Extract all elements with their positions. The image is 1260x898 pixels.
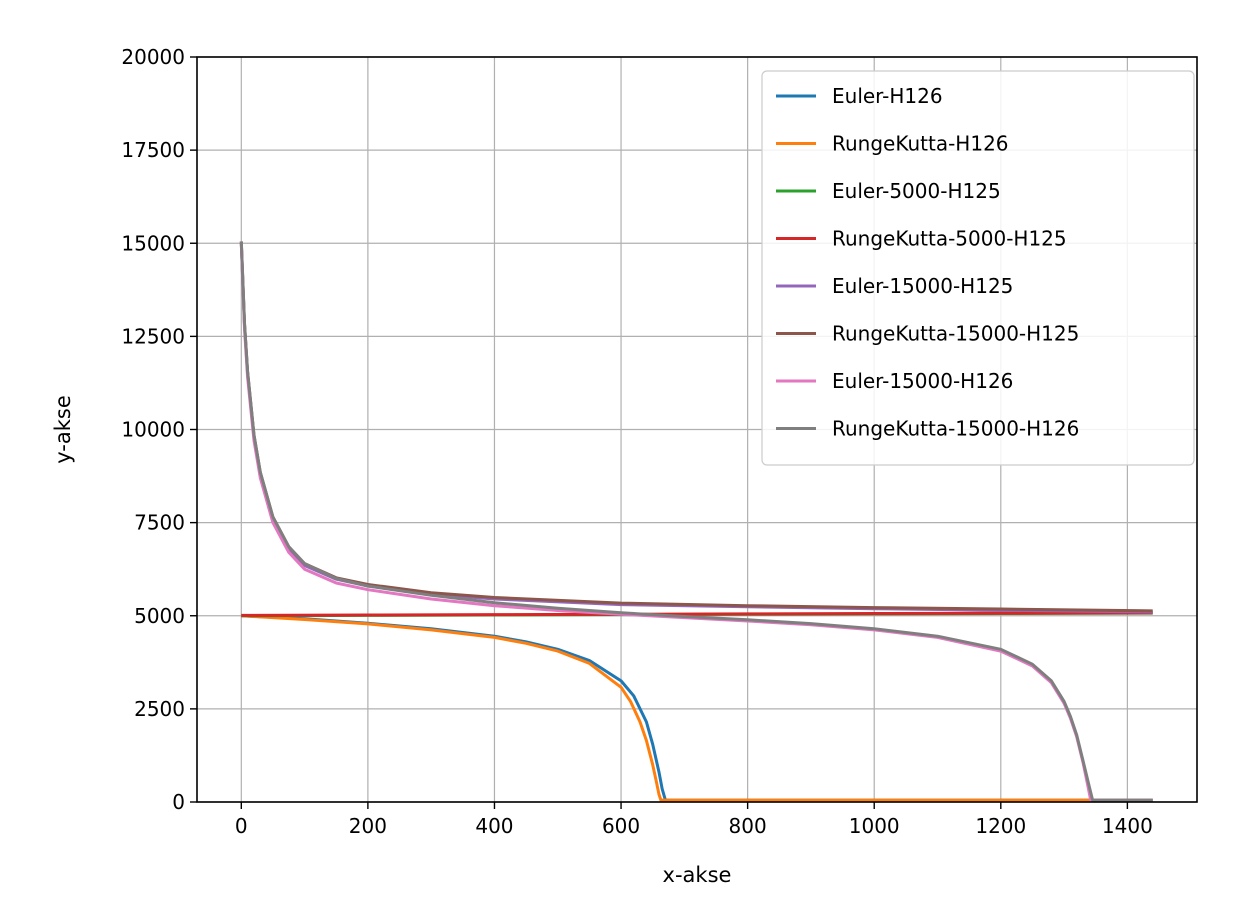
- x-tick-label: 600: [602, 814, 640, 838]
- x-tick-label: 200: [349, 814, 387, 838]
- y-tick-label: 20000: [121, 45, 185, 69]
- y-tick-label: 15000: [121, 231, 185, 255]
- legend-entry: RungeKutta-15000-H126: [832, 417, 1079, 441]
- y-tick-label: 12500: [121, 324, 185, 348]
- x-tick-label: 1400: [1102, 814, 1153, 838]
- legend-entry: Euler-H126: [832, 84, 943, 108]
- legend-entry: Euler-15000-H126: [832, 369, 1013, 393]
- y-tick-label: 10000: [121, 418, 185, 442]
- y-axis-label: y-akse: [51, 395, 75, 464]
- series-group: [239, 241, 1153, 802]
- legend-box: [761, 70, 1195, 466]
- legend: Euler-H126 RungeKutta-H126 Euler-5000-H125…: [761, 70, 1195, 466]
- legend-entry: RungeKutta-H126: [832, 132, 1009, 156]
- x-tick-label: 0: [235, 814, 248, 838]
- y-tick-label: 17500: [121, 138, 185, 162]
- legend-entry: RungeKutta-15000-H125: [832, 322, 1079, 346]
- series-line-2: [241, 614, 1153, 802]
- series-line-4: [241, 611, 1153, 617]
- x-tick-label: 400: [475, 814, 513, 838]
- x-tick-label: 1000: [849, 814, 900, 838]
- legend-entry: Euler-5000-H125: [832, 179, 1001, 203]
- series-line-8: [239, 241, 1153, 802]
- x-tick-label: 800: [729, 814, 767, 838]
- y-tick-label: 0: [172, 790, 185, 814]
- x-axis-label: x-akse: [663, 863, 732, 887]
- legend-entry: RungeKutta-5000-H125: [832, 227, 1067, 251]
- x-tick-label: 1200: [975, 814, 1026, 838]
- y-axis: 0 2500 5000 7500 10000 12500 15000 17500 20000: [121, 45, 197, 814]
- y-tick-label: 2500: [134, 697, 185, 721]
- legend-entry: Euler-15000-H125: [832, 274, 1013, 298]
- y-tick-label: 5000: [134, 604, 185, 628]
- y-tick-label: 7500: [134, 511, 185, 535]
- x-axis: 0 200 400 600 800 1000 1200 1400: [235, 802, 1153, 838]
